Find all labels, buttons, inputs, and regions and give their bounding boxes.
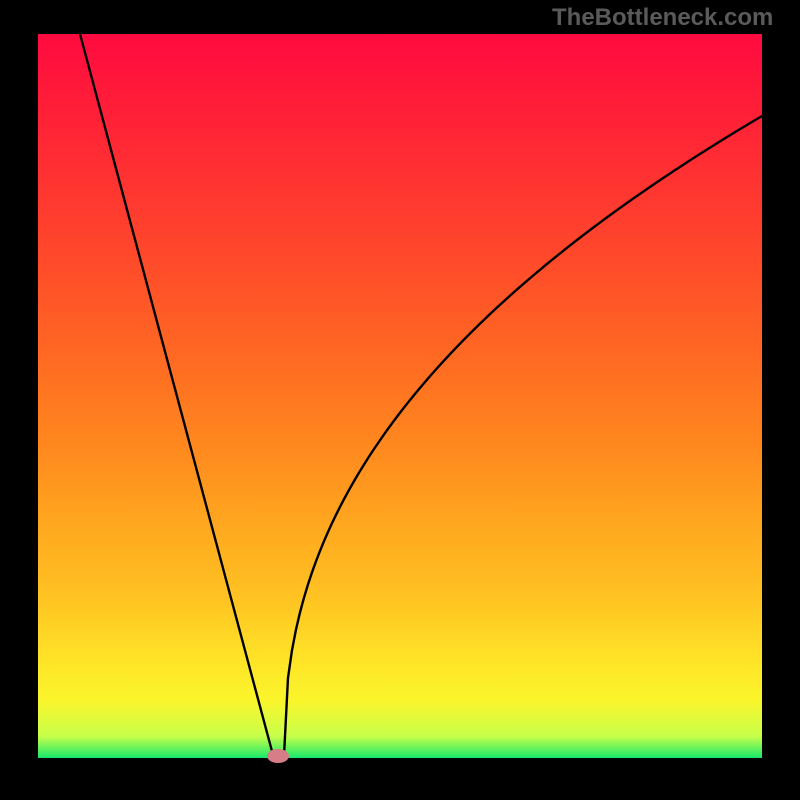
watermark-text: TheBottleneck.com (552, 4, 773, 32)
gradient-plot-area (38, 34, 762, 758)
frame: TheBottleneck.com (0, 0, 800, 800)
optimum-marker (267, 749, 289, 763)
